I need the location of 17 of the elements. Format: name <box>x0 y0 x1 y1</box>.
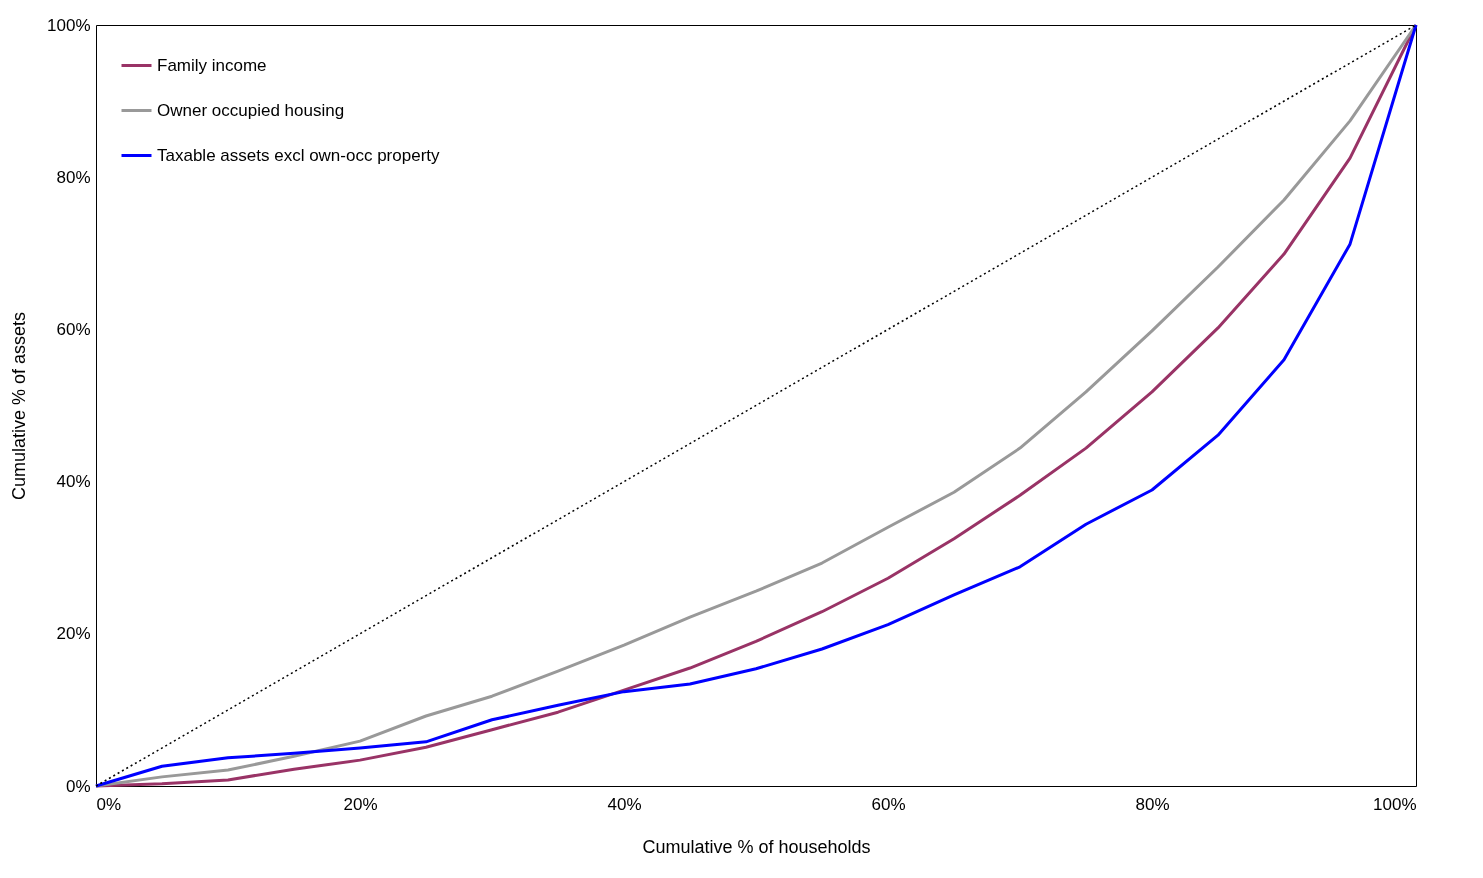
y-axis-title: Cumulative % of assets <box>9 311 30 501</box>
y-tick-label: 40% <box>56 472 91 492</box>
y-tick-label: 100% <box>47 15 91 35</box>
legend-label: Family income <box>157 55 267 75</box>
x-tick-label: 60% <box>871 794 906 814</box>
x-tick-label: 40% <box>607 794 642 814</box>
y-tick-label: 80% <box>56 167 91 187</box>
legend-label: Owner occupied housing <box>157 100 345 120</box>
x-tick-label: 100% <box>1373 794 1417 814</box>
x-tick-label: 80% <box>1135 794 1170 814</box>
y-tick-label: 20% <box>56 624 91 644</box>
x-tick-label: 20% <box>343 794 378 814</box>
x-tick-label: 0% <box>96 794 122 814</box>
legend-label: Taxable assets excl own-occ property <box>157 145 441 165</box>
y-tick-label: 60% <box>56 319 91 339</box>
x-axis-title: Cumulative % of households <box>642 836 871 857</box>
y-tick-label: 0% <box>65 776 91 796</box>
